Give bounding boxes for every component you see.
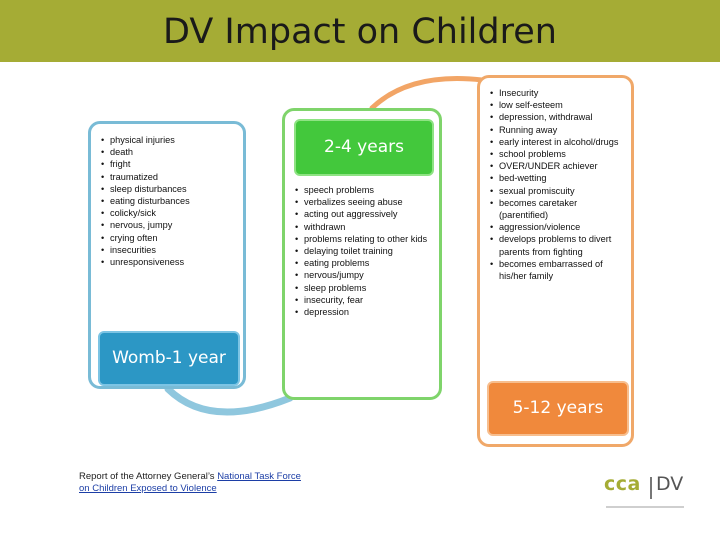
list-item: problems relating to other kids bbox=[295, 233, 433, 245]
page-title: DV Impact on Children bbox=[163, 12, 557, 52]
list-item: death bbox=[101, 146, 241, 158]
list-5-12-years: Insecuritylow self-esteemdepression, wit… bbox=[490, 87, 626, 282]
list-item: withdrawn bbox=[295, 221, 433, 233]
list-item: becomes caretaker (parentified) bbox=[490, 197, 626, 221]
list-item: Insecurity bbox=[490, 87, 626, 99]
label-5-12-years: 5-12 years bbox=[487, 381, 629, 436]
list-item: colicky/sick bbox=[101, 207, 241, 219]
logo-tagline-line bbox=[606, 506, 684, 508]
list-item: low self-esteem bbox=[490, 99, 626, 111]
list-item: insecurity, fear bbox=[295, 294, 433, 306]
logo-cca-text: cca bbox=[604, 473, 641, 495]
list-item: nervous, jumpy bbox=[101, 219, 241, 231]
list-item: depression, withdrawal bbox=[490, 111, 626, 123]
arc-green-to-orange bbox=[369, 76, 485, 111]
label-womb-1-year: Womb-1 year bbox=[98, 331, 240, 386]
source-prefix: Report of the Attorney General’s bbox=[79, 471, 218, 482]
list-item: eating problems bbox=[295, 257, 433, 269]
list-item: sexual promiscuity bbox=[490, 185, 626, 197]
list-item: verbalizes seeing abuse bbox=[295, 196, 433, 208]
list-item: unresponsiveness bbox=[101, 256, 241, 268]
title-bar bbox=[0, 0, 720, 62]
source-link-children[interactable]: on Children Exposed to Violence bbox=[79, 483, 217, 494]
list-item: sleep problems bbox=[295, 282, 433, 294]
list-item: physical injuries bbox=[101, 134, 241, 146]
list-item: fright bbox=[101, 158, 241, 170]
list-2-4-years: speech problemsverbalizes seeing abuseac… bbox=[295, 184, 433, 318]
list-item: traumatized bbox=[101, 171, 241, 183]
source-note: Report of the Attorney General’s Nationa… bbox=[79, 471, 379, 495]
list-item: Running away bbox=[490, 124, 626, 136]
list-item: school problems bbox=[490, 148, 626, 160]
list-item: bed-wetting bbox=[490, 172, 626, 184]
list-item: nervous/jumpy bbox=[295, 269, 433, 281]
list-item: becomes embarrassed of his/her family bbox=[490, 258, 626, 282]
list-item: develops problems to divert parents from… bbox=[490, 233, 626, 257]
label-2-4-years: 2-4 years bbox=[294, 119, 434, 176]
cca-dv-logo: cca DV bbox=[604, 473, 690, 513]
list-item: speech problems bbox=[295, 184, 433, 196]
list-womb-1-year: physical injuriesdeathfrighttraumatizeds… bbox=[101, 134, 241, 268]
list-item: delaying toilet training bbox=[295, 245, 433, 257]
list-item: depression bbox=[295, 306, 433, 318]
logo-dv-text: DV bbox=[656, 473, 684, 495]
list-item: eating disturbances bbox=[101, 195, 241, 207]
list-item: sleep disturbances bbox=[101, 183, 241, 195]
list-item: aggression/violence bbox=[490, 221, 626, 233]
list-item: OVER/UNDER achiever bbox=[490, 160, 626, 172]
source-link-task-force[interactable]: National Task Force bbox=[217, 471, 301, 482]
list-item: early interest in alcohol/drugs bbox=[490, 136, 626, 148]
list-item: acting out aggressively bbox=[295, 208, 433, 220]
logo-divider bbox=[650, 477, 652, 499]
list-item: crying often bbox=[101, 232, 241, 244]
arc-blue-to-green bbox=[164, 385, 294, 416]
list-item: insecurities bbox=[101, 244, 241, 256]
